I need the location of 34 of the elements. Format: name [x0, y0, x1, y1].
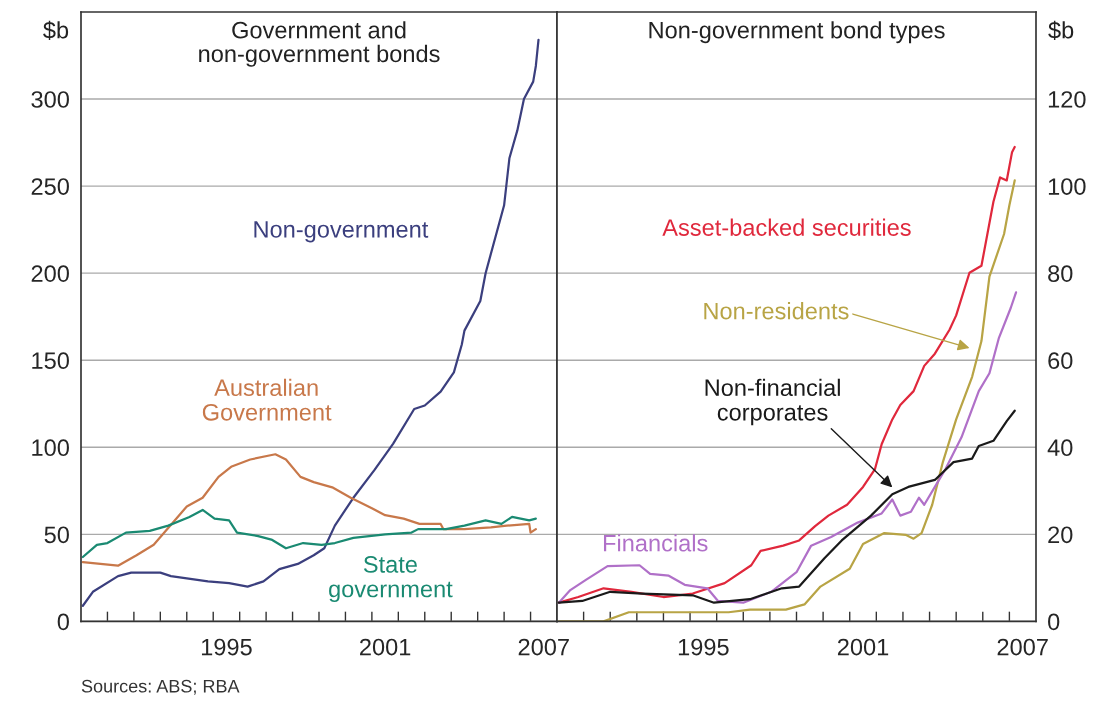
chart-title: Non-government bond types: [649, 21, 945, 44]
x-tick-label: 2007: [518, 638, 569, 656]
y2-tick-label: 100: [1048, 178, 1086, 195]
source-note: Sources: ABS; RBA: [81, 679, 240, 695]
x-tick-label: 2001: [360, 638, 411, 656]
line-series: [557, 291, 1018, 604]
y-tick-label: 300: [31, 91, 69, 108]
y-tick-label: 250: [31, 178, 69, 195]
y-tick-label: 150: [32, 352, 69, 370]
y-tick-label: 100: [32, 439, 69, 457]
text: Non-residents: [704, 302, 849, 320]
y-tick-label: 50: [44, 526, 69, 544]
y2-tick-label: 40: [1047, 439, 1073, 457]
y-tick-label: 0: [57, 613, 69, 631]
text: Government and non-government bonds: [199, 21, 440, 67]
series-label: Financials: [603, 534, 708, 552]
y-tick-label: 200: [31, 265, 69, 282]
y2-axis-title: $b: [1048, 20, 1074, 40]
x-tick-label: 1995: [201, 638, 252, 656]
text: Non-financial corporates: [705, 378, 840, 426]
y2-tick-label: 60: [1048, 352, 1073, 370]
x-tick-label: 1995: [678, 638, 729, 656]
text: Australian Government: [202, 378, 332, 421]
y2-tick-label: 0: [1048, 613, 1060, 631]
series-label: State government: [329, 556, 453, 603]
y2-tick-label: 80: [1048, 265, 1073, 282]
x-tick-label: 2001: [837, 638, 889, 656]
text: Asset-backed securities: [662, 218, 911, 236]
y2-tick-label: 20: [1048, 526, 1073, 544]
text: Non-government: [254, 221, 429, 243]
y-axis-title: $b: [43, 20, 69, 40]
line-series: [81, 38, 540, 607]
x-tick-label: 2007: [997, 638, 1048, 656]
y2-tick-label: 120: [1048, 91, 1086, 108]
